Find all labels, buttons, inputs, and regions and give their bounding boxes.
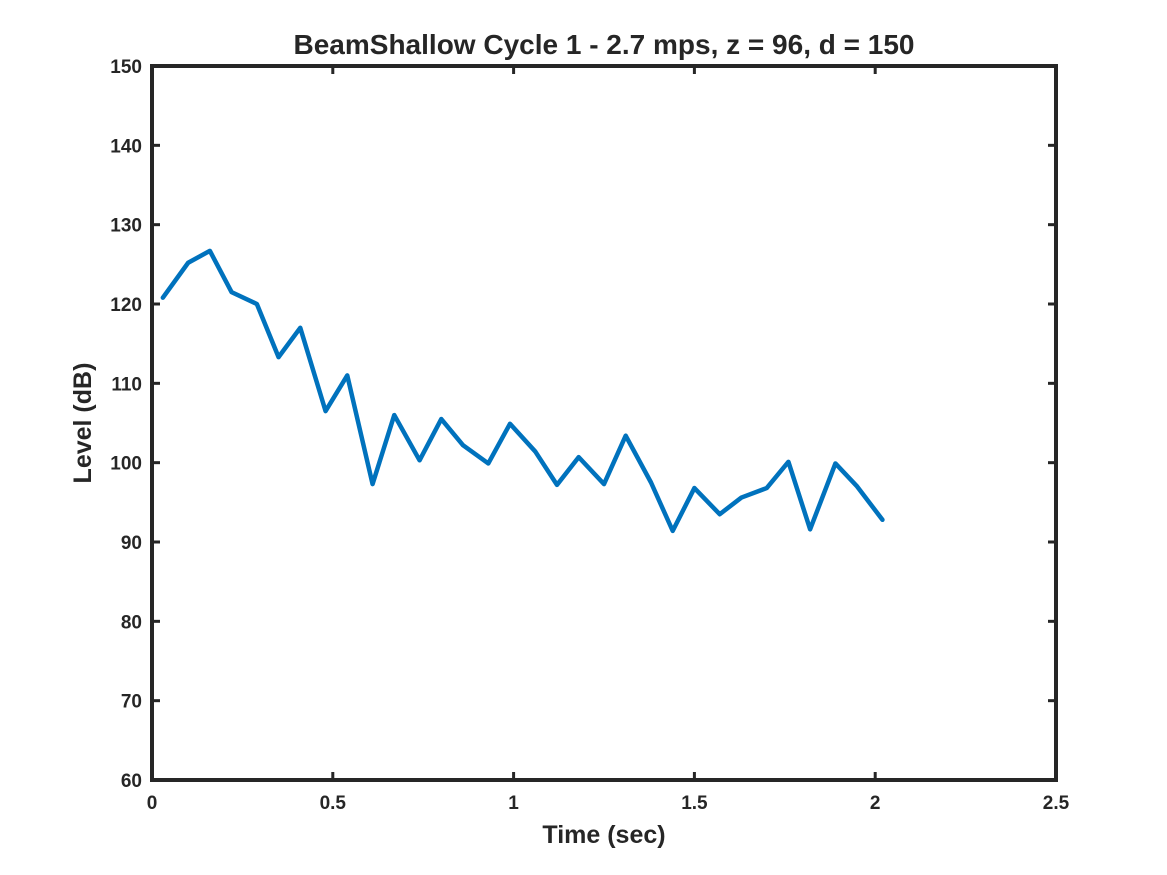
y-tick-label: 140	[110, 136, 142, 157]
x-tick-label: 1	[508, 793, 519, 814]
x-tick-label: 0	[147, 793, 158, 814]
series-line-1	[160, 248, 885, 534]
y-tick-label: 80	[121, 612, 142, 633]
y-tick-label: 70	[121, 692, 142, 713]
x-tick-label: 2.5	[1043, 793, 1070, 814]
y-axis-tick-labels: 60 70 80 90 100 110 120 130 140 150	[110, 57, 142, 792]
y-tick-label: 100	[110, 454, 142, 475]
y-tick-label: 120	[110, 295, 142, 316]
chart-title: BeamShallow Cycle 1 - 2.7 mps, z = 96, d…	[294, 29, 915, 60]
x-axis-tick-labels: 0 0.5 1 1.5 2 2.5	[147, 793, 1070, 814]
x-tick-label: 2	[870, 793, 881, 814]
y-axis-label: Level (dB)	[69, 363, 97, 484]
x-tick-label: 1.5	[681, 793, 708, 814]
y-tick-label: 150	[110, 57, 142, 78]
data-series	[160, 248, 885, 534]
y-tick-label: 110	[111, 374, 142, 395]
axis-ticks	[150, 64, 1058, 782]
y-tick-label: 130	[110, 216, 142, 237]
y-tick-label: 60	[121, 771, 142, 792]
y-tick-label: 90	[121, 533, 142, 554]
x-tick-label: 0.5	[320, 793, 347, 814]
plot-area-frame	[150, 64, 1058, 782]
x-axis-label: Time (sec)	[542, 821, 665, 849]
